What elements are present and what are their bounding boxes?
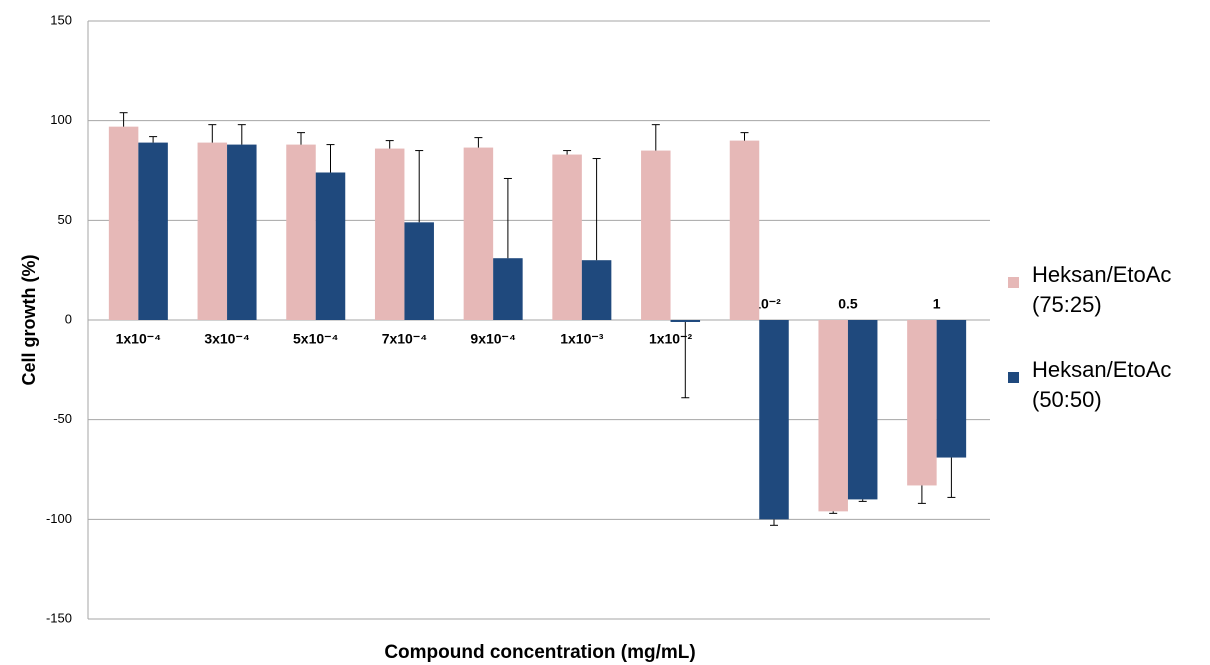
bar xyxy=(463,147,494,320)
bar xyxy=(670,320,701,322)
x-tick-label: 1 xyxy=(933,296,941,312)
y-axis-title: Cell growth (%) xyxy=(19,255,39,386)
bar xyxy=(936,320,967,458)
bar xyxy=(374,148,405,320)
bar xyxy=(552,154,582,320)
bar xyxy=(493,258,523,320)
bar xyxy=(818,320,848,512)
y-tick-label: 50 xyxy=(58,212,72,227)
legend-label: Heksan/EtoAc (50:50) xyxy=(1032,357,1172,412)
bar xyxy=(581,260,612,320)
y-tick-label: -50 xyxy=(53,411,72,426)
legend-label: Heksan/EtoAc (75:25) xyxy=(1032,262,1172,317)
x-tick-label: 5x10⁻⁴ xyxy=(293,331,339,347)
x-tick-label: 0.5 xyxy=(838,296,858,312)
bar xyxy=(138,142,168,320)
x-axis-title: Compound concentration (mg/mL) xyxy=(384,642,695,663)
x-tick-label: 1x10⁻³ xyxy=(560,331,604,347)
bar xyxy=(641,150,671,320)
bar xyxy=(759,320,789,520)
x-tick-label: 1x10⁻⁴ xyxy=(116,331,162,347)
x-tick-label: 1x10⁻² xyxy=(649,331,693,347)
x-tick-label: 3x10⁻⁴ xyxy=(204,331,250,347)
legend-swatch xyxy=(1008,277,1019,288)
bar xyxy=(315,172,346,320)
x-tick-label: 9x10⁻⁴ xyxy=(470,331,516,347)
y-tick-label: -150 xyxy=(46,610,72,625)
bar xyxy=(227,144,257,320)
x-tick-label: 7x10⁻⁴ xyxy=(382,331,428,347)
bar xyxy=(286,144,316,320)
y-tick-label: 150 xyxy=(50,12,72,27)
bar xyxy=(729,140,760,320)
bar xyxy=(197,142,228,320)
bar xyxy=(907,320,937,486)
bar xyxy=(404,222,434,320)
bar xyxy=(108,126,139,320)
y-tick-label: -100 xyxy=(46,511,72,526)
y-tick-label: 100 xyxy=(50,112,72,127)
legend-swatch xyxy=(1008,372,1019,383)
bar xyxy=(847,320,878,500)
y-tick-label: 0 xyxy=(65,311,72,326)
